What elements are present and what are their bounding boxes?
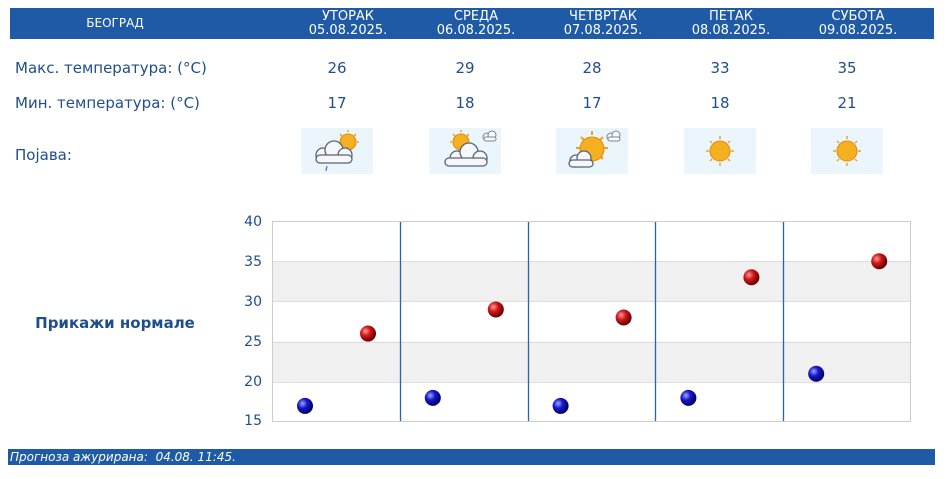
max-temp-point: [871, 253, 888, 270]
min-temp-value: 17: [582, 94, 602, 112]
day-header-2: СРЕДА 06.08.2025.: [412, 8, 540, 38]
day-date: 07.08.2025.: [563, 23, 643, 38]
max-temp-value: 28: [582, 59, 602, 77]
day-name: УТОРАК: [321, 9, 375, 24]
day-date: 05.08.2025.: [308, 23, 388, 38]
max-temp-point: [615, 309, 632, 326]
max-temp-label: Макс. температура: (°C): [15, 59, 207, 77]
day-date: 06.08.2025.: [436, 23, 516, 38]
min-temp-value: 18: [710, 94, 730, 112]
city-name: БЕОГРАД: [86, 16, 144, 30]
max-temp-value: 35: [837, 59, 857, 77]
max-temp-value: 26: [327, 59, 347, 77]
forecast-header: БЕОГРАД УТОРАК 05.08.2025. СРЕДА 06.08.2…: [10, 8, 934, 39]
y-tick-label: 20: [244, 374, 262, 390]
day-header-3: ЧЕТВРТАК 07.08.2025.: [539, 8, 667, 38]
day-header-4: ПЕТАК 08.08.2025.: [667, 8, 795, 38]
chart-band: [272, 261, 911, 302]
day-name: ПЕТАК: [708, 9, 754, 24]
partly-cloudy-icon: [429, 128, 501, 174]
day-name: ЧЕТВРТАК: [569, 9, 637, 24]
chart-frame: [272, 221, 911, 422]
min-temp-point: [297, 397, 313, 414]
update-time: 04.08. 11:45.: [155, 450, 236, 464]
update-footer: Прогноза ажурирана: 04.08. 11:45.: [8, 449, 935, 465]
y-tick-label: 30: [244, 294, 262, 310]
day-name: СРЕДА: [453, 9, 499, 24]
min-temp-value: 18: [455, 94, 475, 112]
temperature-chart: [272, 221, 911, 422]
chart-band: [272, 341, 911, 382]
sunny-icon: [811, 128, 883, 174]
y-tick-label: 40: [244, 214, 262, 230]
phenomenon-label: Појава:: [15, 146, 72, 164]
day-date: 09.08.2025.: [818, 23, 898, 38]
day-header-5: СУБОТА 09.08.2025.: [794, 8, 922, 38]
min-temp-value: 17: [327, 94, 347, 112]
max-temp-value: 33: [710, 59, 730, 77]
day-header-1: УТОРАК 05.08.2025.: [284, 8, 412, 38]
min-temp-point: [808, 365, 825, 382]
min-temp-label: Мин. температура: (°C): [15, 94, 200, 112]
update-label: Прогноза ажурирана:: [10, 450, 148, 464]
sunny-icon: [684, 128, 756, 174]
max-temp-point: [743, 269, 760, 286]
max-temp-value: 29: [455, 59, 475, 77]
day-date: 08.08.2025.: [691, 23, 771, 38]
min-temp-value: 21: [837, 94, 857, 112]
partly-cloudy-rain-icon: [301, 128, 373, 174]
mostly-sunny-icon: [556, 128, 628, 174]
y-tick-label: 15: [244, 413, 262, 429]
min-temp-point: [680, 389, 697, 406]
max-temp-point: [360, 325, 376, 342]
day-name: СУБОТА: [831, 9, 885, 24]
min-temp-point: [424, 389, 441, 406]
min-temp-point: [552, 397, 569, 414]
show-normals-link[interactable]: Прикажи нормале: [35, 314, 195, 332]
max-temp-point: [487, 301, 504, 318]
y-tick-label: 25: [244, 334, 262, 350]
y-tick-label: 35: [244, 254, 262, 270]
